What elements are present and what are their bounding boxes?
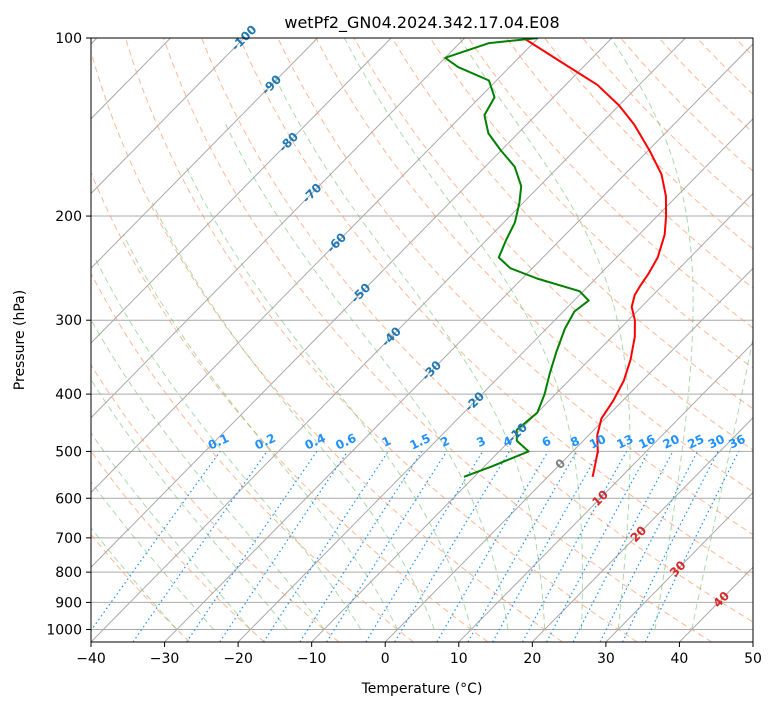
x-tick-label: 20	[523, 651, 541, 667]
x-tick-label: 50	[744, 651, 762, 667]
isotherm-gridline	[91, 38, 686, 642]
mixing-ratio-line	[622, 451, 719, 642]
y-tick-label: 800	[55, 565, 82, 581]
x-tick-label: −20	[223, 651, 253, 667]
mixing-ratio-line	[394, 451, 510, 642]
moist-adiabat	[91, 481, 215, 630]
isotherm-gridline	[605, 491, 753, 642]
axes: −40 −30 −20 −10 0 10 20 30 40 50 100 200 300 400 500 60…	[46, 31, 762, 667]
y-tick-label: 500	[55, 444, 82, 460]
moist-adiabat	[94, 257, 362, 630]
dry-adiabat	[124, 38, 638, 642]
dry-adiabat	[467, 38, 753, 329]
y-tick-label: 300	[55, 313, 82, 329]
isotherm-gridline	[91, 38, 466, 419]
dry-adiabat	[277, 38, 753, 536]
isotherm-gridline	[458, 342, 753, 642]
mixing-ratio-label: 36	[727, 432, 748, 452]
mixing-ratio-line	[365, 451, 484, 642]
moist-adiabat	[91, 318, 325, 630]
mixing-ratio-line	[546, 451, 650, 642]
moist-adiabat	[91, 432, 251, 630]
mixing-ratio-label: 25	[685, 432, 706, 452]
dry-adiabat	[201, 38, 753, 623]
isotherm-gridline	[237, 118, 753, 642]
isotherm-gridline	[531, 417, 753, 642]
dry-adiabat	[239, 38, 753, 579]
dry-adiabat	[429, 38, 753, 369]
y-tick-label: 100	[55, 31, 82, 47]
mixing-ratio-line	[326, 451, 448, 642]
moist-adiabat	[610, 38, 694, 630]
y-tick-label: 700	[55, 531, 82, 547]
mixing-ratio-label: 30	[706, 432, 727, 452]
isotherm-gridline	[91, 38, 539, 494]
moist-adiabat	[691, 335, 753, 630]
y-axis-title: Pressure (hPa)	[12, 290, 28, 390]
y-tick-label: 900	[55, 595, 82, 611]
temperature-profile-line	[522, 38, 668, 478]
dry-adiabat	[91, 49, 563, 642]
mixing-ratio-line	[299, 451, 423, 642]
mixing-ratio-label: 20	[661, 432, 682, 452]
mixing-ratio-label: 10	[587, 432, 608, 452]
isotherm-gridline	[91, 38, 318, 269]
plot-frame	[90, 37, 754, 643]
x-tick-label: 40	[671, 651, 689, 667]
moist-adiabat	[272, 73, 546, 630]
mixing-ratio-line	[186, 451, 318, 642]
mixing-ratio-line	[521, 451, 628, 642]
dry-adiabat	[391, 38, 753, 410]
y-tick-label: 400	[55, 387, 82, 403]
moist-adiabat	[185, 166, 472, 630]
background-lines	[91, 38, 753, 642]
mixing-ratio-label: 16	[636, 432, 657, 452]
mixing-ratio-line	[644, 451, 740, 642]
isotherm-gridline	[91, 38, 245, 195]
isotherm-gridline	[384, 267, 753, 642]
y-tick-label: 200	[55, 209, 82, 225]
mixing-ratio-line	[262, 451, 389, 642]
mixing-ratio-label: 13	[614, 432, 635, 452]
mixing-ratio-line	[91, 451, 221, 632]
moist-adiabat	[343, 38, 583, 630]
dewpoint-profile-line	[444, 38, 590, 478]
dry-adiabat	[163, 38, 713, 642]
chart-title: wetPf2_GN04.2024.342.17.04.E08	[284, 13, 559, 33]
x-tick-label: 0	[381, 651, 390, 667]
dry-adiabat	[315, 38, 753, 493]
moist-adiabat	[91, 378, 288, 630]
isotherm-gridline	[91, 38, 392, 344]
dry-adiabat	[91, 272, 414, 642]
moist-adiabat	[459, 38, 631, 630]
y-tick-label: 600	[55, 491, 82, 507]
moist-adiabat	[122, 234, 399, 630]
dry-adiabat	[505, 38, 753, 289]
isotherm-gridline	[164, 43, 753, 642]
y-tick-label: 1000	[46, 622, 82, 638]
x-axis-title: Temperature (°C)	[361, 681, 483, 697]
mixing-ratio-line	[219, 451, 349, 642]
dry-adiabat	[91, 450, 265, 642]
x-tick-label: −10	[297, 651, 327, 667]
isotherm-gridline	[91, 38, 613, 568]
x-tick-label: −30	[150, 651, 180, 667]
moist-adiabat	[151, 202, 435, 630]
x-tick-label: 10	[450, 651, 468, 667]
x-tick-label: 30	[597, 651, 615, 667]
mixing-ratio-line	[132, 451, 268, 642]
x-tick-label: −40	[76, 651, 106, 667]
dry-adiabat	[91, 171, 489, 642]
moist-adiabat	[225, 124, 509, 630]
profile-lines	[444, 38, 668, 478]
